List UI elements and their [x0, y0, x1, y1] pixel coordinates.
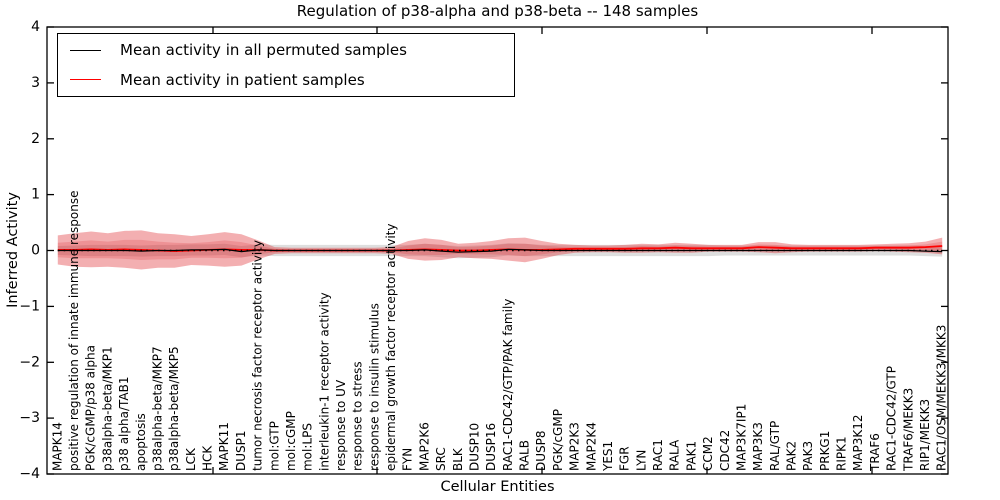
- x-tick-label: CCM2: [701, 436, 715, 471]
- x-tick-label: PAK3: [801, 441, 815, 471]
- x-tick-label: PRKG1: [818, 431, 832, 471]
- x-tick-label: CDC42: [718, 430, 732, 471]
- x-tick-label: MAP2K3: [568, 422, 582, 471]
- x-tick-label: DUSP1: [234, 430, 248, 471]
- x-tick-label: p38alpha-beta/MKP7: [151, 346, 165, 471]
- y-axis-label: Inferred Activity: [5, 192, 21, 308]
- x-tick-label: positive regulation of innate immune res…: [67, 191, 81, 471]
- x-tick-label: MAP2K6: [417, 422, 431, 471]
- x-tick-label: RIP1/MEKK3: [918, 399, 932, 471]
- x-tick-label: RALB: [518, 440, 532, 471]
- y-tick-label: −1: [19, 298, 40, 314]
- x-tick-label: RAC1/OSM/MEKK3/MKK3: [935, 325, 949, 471]
- x-tick-label: epidermal growth factor receptor activit…: [384, 224, 398, 471]
- x-tick-label: RAC1-CDC42/GTP/PAK family: [501, 299, 515, 471]
- x-tick-label: p38 alpha/TAB1: [117, 377, 131, 471]
- x-tick-label: FGR: [618, 446, 632, 471]
- permuted-mean-line: [57, 248, 943, 253]
- x-tick-label: TRAF6: [868, 433, 882, 472]
- x-tick-label: DUSP8: [534, 430, 548, 471]
- x-tick-label: PGK/cGMP: [551, 409, 565, 471]
- x-tick-label: RAC1-CDC42/GTP: [885, 366, 899, 471]
- x-tick-label: MAP3K12: [851, 414, 865, 471]
- x-tick-label: BLK: [451, 447, 465, 471]
- legend-item-patient: Mean activity in patient samples: [58, 67, 514, 93]
- x-tick-label: tumor necrosis factor receptor activity: [251, 240, 265, 471]
- x-tick-label: MAP2K4: [584, 422, 598, 471]
- y-tick-label: 1: [31, 187, 40, 203]
- y-tick-label: −4: [19, 466, 40, 482]
- x-tick-label: FYN: [401, 448, 415, 471]
- legend-label-patient: Mean activity in patient samples: [120, 70, 365, 89]
- legend: Mean activity in all permuted samples Me…: [57, 33, 515, 97]
- x-tick-label: response to insulin stimulus: [367, 303, 381, 471]
- x-tick-label: LCK: [184, 447, 198, 471]
- x-tick-label: HCK: [201, 445, 215, 471]
- x-tick-label: response to stress: [351, 361, 365, 471]
- x-tick-label: RAC1: [651, 439, 665, 471]
- x-tick-label: PAK1: [684, 441, 698, 471]
- x-tick-label: SRC: [434, 447, 448, 471]
- x-tick-label: apoptosis: [134, 413, 148, 471]
- x-tick-label: p38alpha-beta/MKP1: [100, 346, 114, 471]
- x-tick-label: MAP3K3: [751, 422, 765, 471]
- x-tick-label: PAK2: [785, 441, 799, 471]
- x-tick-label: mol:GTP: [267, 421, 281, 471]
- x-tick-label: response to UV: [334, 379, 348, 471]
- x-tick-label: YES1: [601, 441, 615, 472]
- y-tick-label: 0: [31, 243, 40, 259]
- x-tick-label: p38alpha-beta/MKP5: [167, 346, 181, 471]
- x-tick-label: mol:LPS: [301, 423, 315, 471]
- x-tick-label: DUSP16: [484, 423, 498, 471]
- x-tick-label: RALA: [668, 439, 682, 471]
- y-tick-label: 4: [31, 19, 40, 35]
- x-tick-label: MAPK11: [217, 422, 231, 471]
- x-tick-label: TRAF6/MEKK3: [901, 388, 915, 472]
- legend-item-permuted: Mean activity in all permuted samples: [58, 37, 514, 63]
- y-tick-label: −2: [19, 354, 40, 370]
- x-tick-label: DUSP10: [468, 423, 482, 471]
- x-tick-label: RAL/GTP: [768, 421, 782, 471]
- x-axis-label: Cellular Entities: [440, 479, 555, 495]
- chart-title: Regulation of p38-alpha and p38-beta -- …: [296, 2, 699, 20]
- y-tick-label: 3: [31, 75, 40, 91]
- x-tick-label: MAP3K7IP1: [734, 404, 748, 471]
- x-tick-label: MAPK14: [50, 422, 64, 471]
- x-tick-label: RIPK1: [835, 436, 849, 471]
- y-tick-label: 2: [31, 131, 40, 147]
- x-tick-label: LYN: [634, 450, 648, 471]
- permuted-line-swatch: [70, 49, 101, 51]
- x-tick-label: mol:cGMP: [284, 411, 298, 471]
- x-tick-label: interleukin-1 receptor activity: [317, 292, 331, 471]
- x-tick-label: PGK/cGMP/p38 alpha: [84, 345, 98, 471]
- patient-line-swatch: [70, 79, 101, 81]
- y-tick-label: −3: [19, 410, 40, 426]
- legend-label-permuted: Mean activity in all permuted samples: [120, 41, 407, 60]
